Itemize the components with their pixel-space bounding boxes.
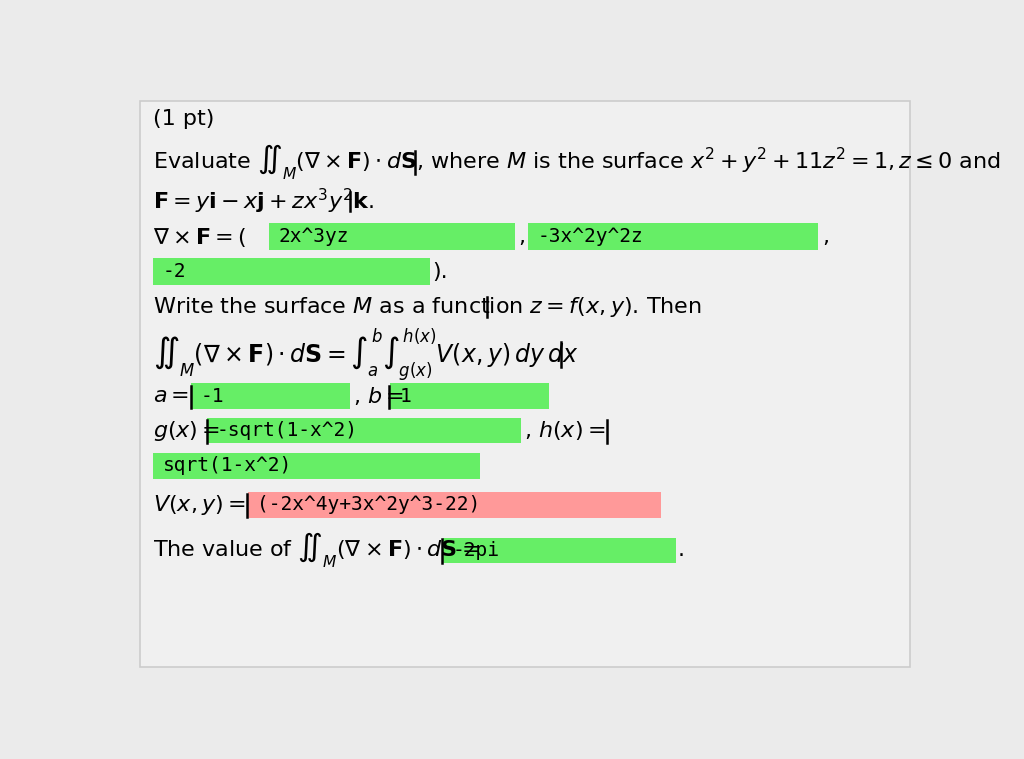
FancyBboxPatch shape (140, 101, 909, 666)
Text: 1: 1 (399, 386, 412, 405)
Text: -3x^2y^2z: -3x^2y^2z (538, 227, 643, 246)
FancyBboxPatch shape (154, 258, 430, 285)
Text: $g(x) =$: $g(x) =$ (154, 419, 220, 442)
Text: (-2x^4y+3x^2y^3-22): (-2x^4y+3x^2y^3-22) (257, 496, 480, 515)
Text: Write the surface $M$ as a function $z = f(x, y)$. Then: Write the surface $M$ as a function $z =… (154, 295, 702, 320)
Text: (1 pt): (1 pt) (154, 109, 215, 129)
Text: sqrt(1-x^2): sqrt(1-x^2) (163, 456, 292, 475)
Text: , $b =$: , $b =$ (353, 385, 404, 407)
Text: ).: ). (433, 263, 449, 282)
Text: $\nabla \times \mathbf{F} = ($: $\nabla \times \mathbf{F} = ($ (154, 225, 247, 249)
Text: .: . (678, 540, 685, 560)
FancyBboxPatch shape (207, 417, 521, 443)
FancyBboxPatch shape (248, 492, 660, 518)
Text: $a =$: $a =$ (154, 386, 189, 406)
FancyBboxPatch shape (390, 383, 549, 409)
Text: The value of $\iint_M (\nabla \times \mathbf{F}) \cdot d\mathbf{S} =$: The value of $\iint_M (\nabla \times \ma… (154, 531, 480, 570)
Text: ,: , (518, 227, 525, 247)
Text: , $h(x) =$: , $h(x) =$ (524, 419, 605, 442)
Text: $\iint_M (\nabla \times \mathbf{F}) \cdot d\mathbf{S} = \int_a^b \int_{g(x)}^{h(: $\iint_M (\nabla \times \mathbf{F}) \cdo… (154, 326, 579, 384)
Text: $V(x, y) =$: $V(x, y) =$ (154, 493, 247, 517)
FancyBboxPatch shape (528, 223, 818, 250)
Text: -2pi: -2pi (453, 541, 500, 560)
Text: $\mathbf{F} = y\mathbf{i} - x\mathbf{j} + zx^3y^2\mathbf{k}$.: $\mathbf{F} = y\mathbf{i} - x\mathbf{j} … (154, 187, 375, 216)
FancyBboxPatch shape (154, 453, 480, 479)
FancyBboxPatch shape (191, 383, 350, 409)
Text: Evaluate $\iint_M (\nabla \times \mathbf{F}) \cdot d\mathbf{S}$, where $M$ is th: Evaluate $\iint_M (\nabla \times \mathbf… (154, 143, 1001, 182)
Text: -1: -1 (201, 386, 224, 405)
Text: 2x^3yz: 2x^3yz (279, 227, 349, 246)
Text: ,: , (822, 227, 829, 247)
FancyBboxPatch shape (443, 537, 676, 563)
Text: -sqrt(1-x^2): -sqrt(1-x^2) (217, 421, 357, 440)
FancyBboxPatch shape (269, 223, 515, 250)
Text: -2: -2 (163, 262, 186, 281)
